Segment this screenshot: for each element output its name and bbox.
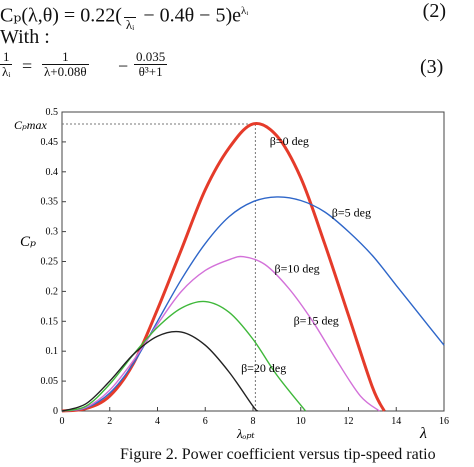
x-tick-label: 14 <box>391 416 401 427</box>
x-axis-label: λ <box>419 425 427 442</box>
axis-ticks: 0 2 4 6 8 10 12 14 16 0 0.05 0.1 0.15 0.2 0.25 0.3 0.35 0… <box>41 107 450 427</box>
y-tick-label: 0.25 <box>41 257 59 268</box>
series-label-0: β=0 deg <box>270 134 309 148</box>
reference-lines <box>62 123 256 411</box>
y-tick-label: 0.35 <box>41 197 59 208</box>
x-tick-label: 2 <box>107 416 112 427</box>
y-tick-label: 0.1 <box>46 346 59 357</box>
equation-2: Cₚ(λ,θ) = 0.22( λᵢ − 0.4θ − 5)eλᵢ <box>0 0 248 32</box>
series-labels: β=0 deg β=5 deg β=10 deg β=15 deg β=20 deg <box>241 134 371 375</box>
equation-3-number: (3) <box>420 56 444 78</box>
cpmax-label: Cₚmax <box>14 118 47 132</box>
cp-lambda-chart: 0 2 4 6 8 10 12 14 16 0 0.05 0.1 0.15 0.2 0.25 0.3 0.35 0… <box>14 107 450 442</box>
x-tick-label: 10 <box>296 416 306 427</box>
x-tick-label: 6 <box>203 416 208 427</box>
figure-caption: Figure 2. Power coefficient versus tip-s… <box>120 446 436 463</box>
y-axis-label: Cₚ <box>20 234 36 250</box>
equation-3-term-1: 1 λ+0.08θ <box>42 49 89 79</box>
x-tick-label: 8 <box>251 416 256 427</box>
series-line-1 <box>61 196 445 412</box>
equation-3-lhs: 1 λᵢ <box>0 49 13 79</box>
series-label-2: β=10 deg <box>274 261 319 275</box>
lambda-opt-label: λₒₚₜ <box>236 426 256 441</box>
equation-2-fraction: λᵢ <box>123 3 137 32</box>
series-line-4 <box>61 330 259 412</box>
series-line-2 <box>61 255 380 412</box>
series-line-3 <box>61 300 307 412</box>
with-label: With : <box>0 26 50 48</box>
y-tick-label: 0.3 <box>46 227 59 238</box>
y-tick-label: 0.15 <box>41 316 59 327</box>
equation-2-exponent: λᵢ <box>241 5 249 17</box>
series-label-4: β=20 deg <box>241 361 286 375</box>
equation-3-minus: − <box>118 56 129 76</box>
y-tick-label: 0.4 <box>46 167 59 178</box>
y-tick-label: 0.2 <box>46 286 59 297</box>
equation-2-rest: − 0.4θ − 5)e <box>143 4 241 27</box>
x-tick-label: 4 <box>155 416 160 427</box>
y-tick-label: 0.5 <box>46 107 59 118</box>
series-label-1: β=5 deg <box>332 206 371 220</box>
equation-3-equals: = <box>22 56 33 76</box>
equation-2-lambda-i: λᵢ <box>125 16 135 32</box>
y-tick-label: 0.05 <box>41 376 59 387</box>
x-tick-label: 0 <box>60 416 65 427</box>
x-tick-label: 12 <box>344 416 354 427</box>
x-tick-label: 16 <box>439 416 449 427</box>
equation-3: 1 λᵢ = 1 λ+0.08θ − 0.035 θ³+1 (3) <box>0 50 474 90</box>
y-tick-label: 0 <box>53 406 58 417</box>
series-line-0 <box>61 122 386 413</box>
equation-3-term-2: 0.035 θ³+1 <box>134 49 168 79</box>
equation-2-number: (2) <box>422 0 446 22</box>
equation-2-lhs: Cₚ(λ,θ) = 0.22( <box>0 4 122 27</box>
series-label-3: β=15 deg <box>294 313 339 327</box>
y-tick-label: 0.45 <box>41 137 59 148</box>
series-lines <box>61 122 445 413</box>
